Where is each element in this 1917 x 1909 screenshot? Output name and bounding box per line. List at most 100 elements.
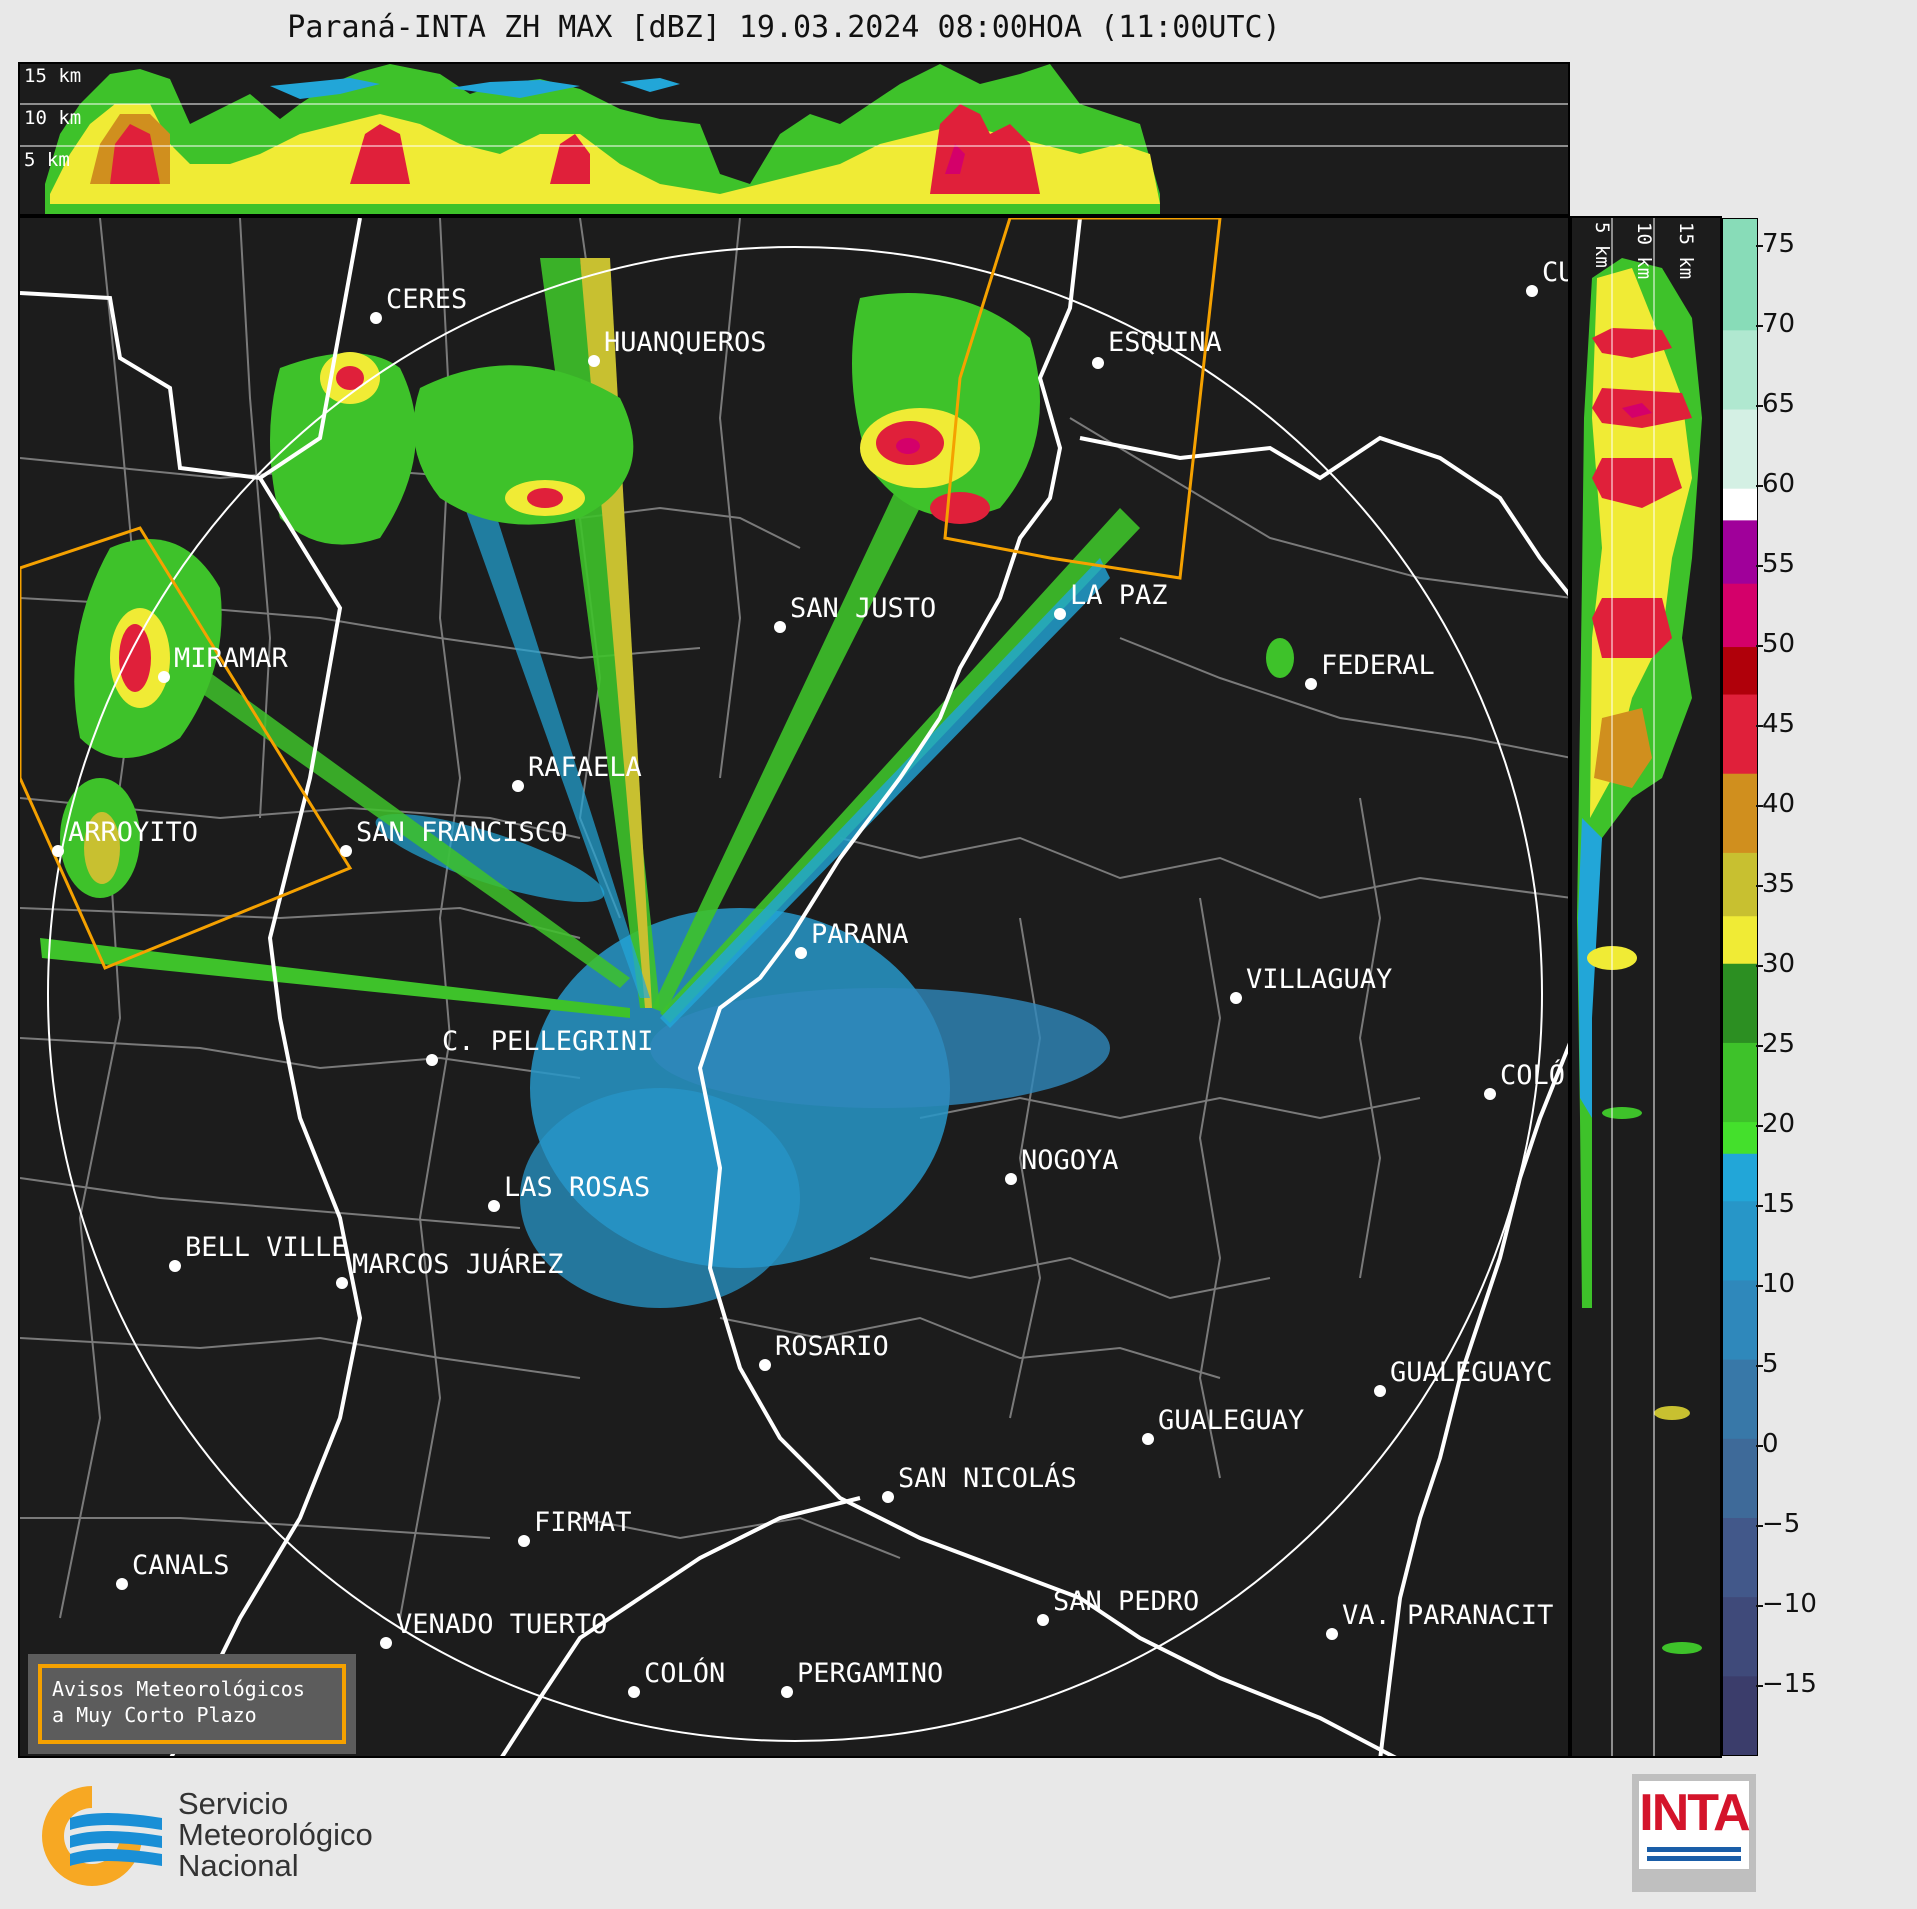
city-va-paranacit: VA. PARANACIT <box>1326 1600 1553 1640</box>
city-c-pellegrini: C. PELLEGRINI <box>426 1026 653 1066</box>
warnings-legend-line2: a Muy Corto Plazo <box>52 1703 257 1727</box>
svg-text:VILLAGUAY: VILLAGUAY <box>1246 964 1392 995</box>
smn-line3: Nacional <box>178 1848 299 1883</box>
city-las-rosas: LAS ROSAS <box>488 1172 650 1212</box>
city-ceres: CERES <box>370 284 467 324</box>
warnings-legend-inner: Avisos Meteorológicos a Muy Corto Plazo <box>38 1664 346 1744</box>
svg-text:ESQUINA: ESQUINA <box>1108 327 1222 358</box>
city-venado-tuerto: VENADO TUERTO <box>380 1609 607 1649</box>
city-federal: FEDERAL <box>1305 650 1435 690</box>
colorbar-tick-0: 0 <box>1762 1429 1779 1459</box>
colorbar-tick-35: 35 <box>1762 869 1796 899</box>
colorbar-tick-50: 50 <box>1762 629 1796 659</box>
colorbar-tick-minus15: −15 <box>1762 1669 1817 1699</box>
city-rosario: ROSARIO <box>759 1331 889 1371</box>
top-label-5km: 5 km <box>24 149 70 171</box>
colorbar-band <box>1723 1153 1757 1202</box>
smn-line1: Servicio <box>178 1786 289 1821</box>
colorbar-tick-40: 40 <box>1762 789 1796 819</box>
svg-text:LA PAZ: LA PAZ <box>1070 580 1168 611</box>
colorbar-gradient <box>1723 219 1757 1756</box>
colorbar-band <box>1723 1279 1757 1360</box>
city-layer: CERES HUANQUEROS ESQUINA CU MIRAMAR SAN … <box>52 257 1570 1698</box>
svg-text:CU: CU <box>1542 257 1570 288</box>
svg-text:SAN FRANCISCO: SAN FRANCISCO <box>356 817 567 848</box>
page-title: Paraná-INTA ZH MAX [dBZ] 19.03.2024 08:0… <box>287 10 1281 45</box>
colorbar-tick-15: 15 <box>1762 1189 1796 1219</box>
svg-text:COLÓ: COLÓ <box>1500 1059 1565 1091</box>
city-colo: COLÓ <box>1484 1059 1565 1100</box>
colorbar-band <box>1723 1438 1757 1518</box>
city-nogoya: NOGOYA <box>1005 1145 1119 1185</box>
city-arroyito: ARROYITO <box>52 817 198 857</box>
radar-map-panel[interactable]: CERES HUANQUEROS ESQUINA CU MIRAMAR SAN … <box>18 216 1570 1758</box>
colorbar-band <box>1723 1200 1757 1281</box>
radar-echoes <box>40 258 1294 1308</box>
city-canals: CANALS <box>116 1550 230 1590</box>
side-label-5km: 5 km <box>1591 222 1613 268</box>
city-san-francisco: SAN FRANCISCO <box>340 817 567 857</box>
colorbar-tick-55: 55 <box>1762 549 1796 579</box>
city-la-paz: LA PAZ <box>1054 580 1168 620</box>
radar-map: CERES HUANQUEROS ESQUINA CU MIRAMAR SAN … <box>20 218 1570 1756</box>
colorbar-band <box>1723 1517 1757 1598</box>
colorbar-band <box>1723 915 1757 964</box>
svg-text:CANALS: CANALS <box>132 1550 230 1581</box>
colorbar-band <box>1723 1121 1757 1154</box>
city-bell-ville: BELL VILLE <box>169 1232 348 1272</box>
city-gualeguay: GUALEGUAY <box>1142 1405 1304 1445</box>
svg-text:NOGOYA: NOGOYA <box>1021 1145 1119 1176</box>
city-parana: PARANA <box>795 919 909 959</box>
colorbar-tick-20: 20 <box>1762 1109 1796 1139</box>
city-esquina: ESQUINA <box>1092 327 1222 369</box>
city-san-pedro: SAN PEDRO <box>1037 1586 1199 1626</box>
province-boundaries <box>20 218 1568 1756</box>
svg-text:LAS ROSAS: LAS ROSAS <box>504 1172 650 1203</box>
side-label-15km: 15 km <box>1675 222 1697 279</box>
smn-logo-text: Servicio Meteorológico Nacional <box>178 1788 373 1881</box>
city-pergamino: PERGAMINO <box>781 1658 943 1698</box>
side-echo-layer <box>1577 258 1702 1654</box>
warnings-legend-line1: Avisos Meteorológicos <box>52 1677 305 1701</box>
city-gualeguayc: GUALEGUAYC <box>1374 1357 1553 1397</box>
svg-text:MARCOS JUÁREZ: MARCOS JUÁREZ <box>352 1248 563 1280</box>
colorbar-tick-45: 45 <box>1762 709 1796 739</box>
svg-text:SAN NICOLÁS: SAN NICOLÁS <box>898 1462 1077 1494</box>
top-label-10km: 10 km <box>24 107 81 129</box>
svg-text:VA. PARANACIT: VA. PARANACIT <box>1342 1600 1553 1631</box>
colorbar-band <box>1723 329 1757 410</box>
city-miramar: MIRAMAR <box>158 643 289 683</box>
svg-text:MIRAMAR: MIRAMAR <box>174 643 289 674</box>
colorbar-tick-70: 70 <box>1762 309 1796 339</box>
svg-text:PARANA: PARANA <box>811 919 909 950</box>
colorbar-band <box>1723 519 1757 584</box>
colorbar-tick-25: 25 <box>1762 1029 1796 1059</box>
top-label-15km: 15 km <box>24 65 81 87</box>
svg-text:SAN PEDRO: SAN PEDRO <box>1053 1586 1199 1617</box>
colorbar-band <box>1723 1675 1757 1756</box>
svg-text:VENADO TUERTO: VENADO TUERTO <box>396 1609 607 1640</box>
side-label-10km: 10 km <box>1633 222 1655 279</box>
colorbar-tick-5: 5 <box>1762 1349 1779 1379</box>
inta-logo-text: INTA <box>1639 1784 1750 1842</box>
svg-text:COLÓN: COLÓN <box>644 1657 725 1689</box>
top-cross-section-panel: 15 km 10 km 5 km <box>18 62 1570 216</box>
svg-text:FIRMAT: FIRMAT <box>534 1507 632 1538</box>
city-firmat: FIRMAT <box>518 1507 632 1547</box>
colorbar-band <box>1723 1359 1757 1439</box>
colorbar-tick-10: 10 <box>1762 1269 1796 1299</box>
svg-text:HUANQUEROS: HUANQUEROS <box>604 327 767 358</box>
top-echo-layer <box>45 64 1160 214</box>
smn-logo-icon <box>42 1786 162 1886</box>
smn-line2: Meteorológico <box>178 1817 373 1852</box>
city-san-justo: SAN JUSTO <box>774 593 936 633</box>
colorbar-tick-minus5: −5 <box>1762 1509 1801 1539</box>
city-cu: CU <box>1526 257 1570 297</box>
colorbar-band <box>1723 646 1757 695</box>
svg-text:BELL VILLE: BELL VILLE <box>185 1232 348 1263</box>
top-cross-section: 15 km 10 km 5 km <box>20 64 1568 214</box>
svg-text:CERES: CERES <box>386 284 467 315</box>
inta-stripe-1 <box>1647 1847 1741 1852</box>
svg-text:ARROYITO: ARROYITO <box>68 817 198 848</box>
colorbar-band <box>1723 963 1757 1043</box>
